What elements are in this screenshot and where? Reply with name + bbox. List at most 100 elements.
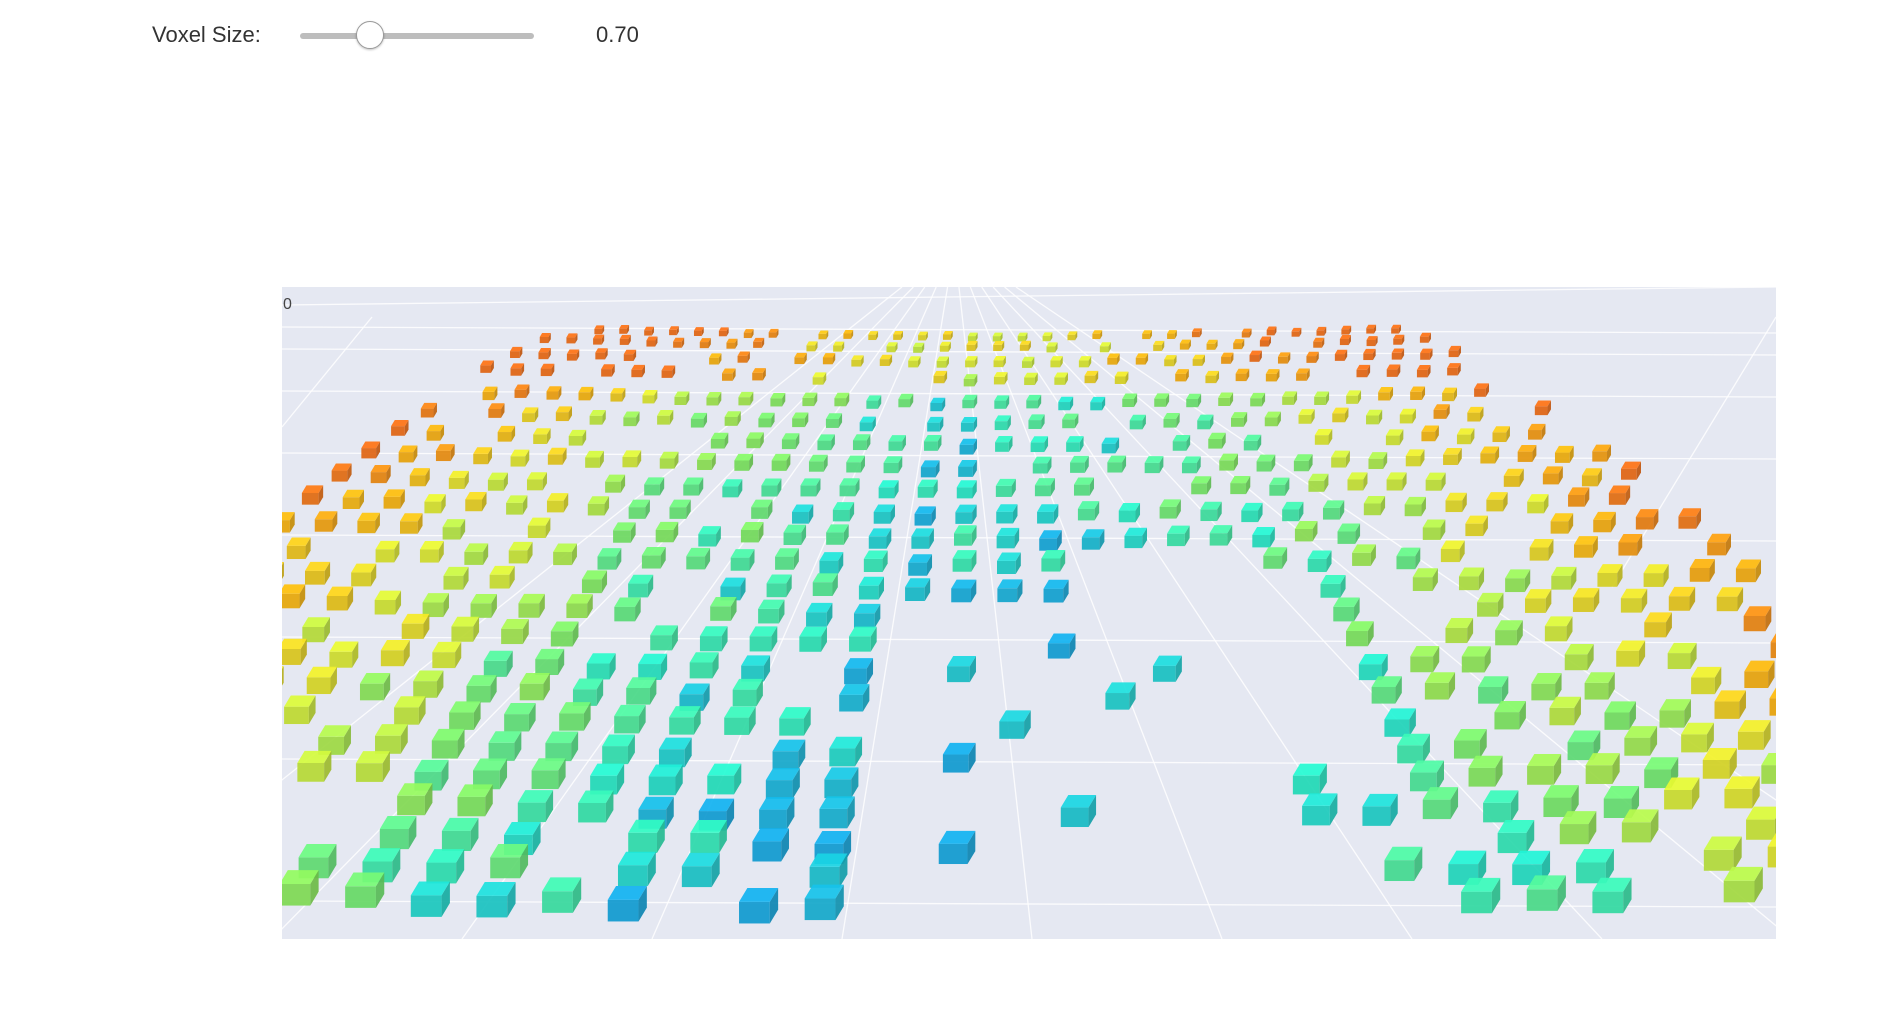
voxel-3d-scene[interactable] — [282, 287, 1776, 939]
voxel-cube — [851, 355, 864, 367]
voxel-cube — [999, 710, 1031, 739]
voxel-cube — [593, 334, 605, 345]
voxel-cube — [282, 584, 306, 609]
voxel-cube — [1404, 496, 1426, 517]
voxel-cube — [457, 784, 493, 817]
voxel-size-slider-thumb[interactable] — [356, 21, 385, 49]
voxel-cube — [1241, 328, 1252, 338]
voxel-size-value: 0.70 — [596, 22, 639, 47]
voxel-cube — [1037, 504, 1059, 524]
voxel-cube — [822, 353, 836, 365]
voxel-cube — [590, 763, 625, 795]
voxel-cube — [1458, 567, 1485, 591]
voxel-cube — [1494, 700, 1526, 730]
voxel-cube — [1062, 413, 1079, 429]
voxel-cube — [329, 641, 359, 668]
voxel-cube — [1032, 456, 1052, 474]
voxel-cube — [1197, 414, 1214, 430]
voxel-cube — [1447, 363, 1461, 376]
voxel-cube — [1644, 757, 1679, 789]
voxel-cube — [342, 489, 364, 509]
voxel-cube — [626, 677, 657, 705]
voxel-cube — [375, 724, 408, 754]
voxel-cube — [1564, 644, 1594, 671]
voxel-cube — [1233, 339, 1245, 350]
voxel-cube — [1421, 425, 1439, 442]
voxel-cube — [1209, 525, 1233, 546]
voxel-cube — [1181, 456, 1201, 474]
voxel-cube — [669, 706, 701, 735]
voxel-cube — [804, 884, 844, 921]
voxel-cube — [306, 666, 337, 695]
voxel-cube — [1019, 340, 1031, 351]
voxel-cube — [1073, 477, 1094, 496]
voxel-cube — [1164, 355, 1177, 367]
voxel-cube — [800, 478, 821, 497]
voxel-cube — [566, 333, 578, 344]
voxel-cube — [1107, 455, 1127, 473]
voxel-plot-canvas[interactable] — [282, 287, 1776, 939]
voxel-cube — [488, 731, 522, 761]
voxel-cube — [863, 550, 888, 573]
voxel-cube — [1593, 511, 1616, 533]
voxel-cube — [644, 326, 654, 336]
voxel-cube — [464, 543, 489, 565]
voxel-cube — [1362, 793, 1398, 826]
voxel-size-control: Voxel Size: 0.70 — [0, 0, 1887, 72]
voxel-cube — [519, 672, 550, 701]
voxel-cube — [1191, 476, 1212, 495]
voxel-cube — [942, 330, 953, 340]
voxel-cube — [1474, 383, 1489, 397]
voxel-cube — [1347, 472, 1368, 491]
voxel-cube — [1416, 365, 1431, 378]
voxel-cube — [849, 626, 877, 652]
voxel-cube — [1543, 785, 1579, 818]
voxel-cube — [1291, 327, 1302, 337]
voxel-cube — [740, 522, 764, 543]
voxel-cube — [539, 333, 551, 344]
voxel-size-slider-track[interactable] — [300, 33, 534, 39]
voxel-cube — [1635, 509, 1659, 530]
voxel-cube — [734, 453, 754, 471]
voxel-cube — [721, 368, 736, 381]
voxel-cube — [497, 425, 516, 442]
voxel-cube — [1703, 836, 1742, 871]
voxel-cube — [1618, 534, 1643, 556]
voxel-cube — [1445, 492, 1467, 513]
voxel-cube — [391, 419, 409, 436]
voxel-cube — [1294, 521, 1318, 542]
voxel-cube — [996, 527, 1020, 549]
voxel-cube — [504, 702, 536, 732]
voxel-cube — [1385, 429, 1404, 446]
voxel-cube — [1144, 456, 1164, 474]
voxel-cube — [658, 737, 692, 768]
voxel-cube — [355, 751, 390, 782]
voxel-cube — [936, 356, 949, 368]
voxel-cube — [1433, 404, 1450, 419]
voxel-cube — [1550, 513, 1574, 534]
voxel-cube — [586, 653, 616, 680]
voxel-cube — [1154, 393, 1170, 407]
voxel-cube — [967, 332, 978, 342]
voxel-cube — [689, 652, 719, 679]
voxel-cube — [655, 521, 679, 543]
voxel-cube — [993, 341, 1005, 352]
voxel-cube — [707, 763, 742, 795]
voxel-cube — [1724, 776, 1760, 809]
voxel-cube — [351, 563, 377, 587]
voxel-cube — [622, 450, 642, 468]
voxel-cube — [1314, 428, 1333, 445]
voxel-cube — [963, 374, 978, 387]
voxel-cube — [374, 590, 402, 615]
voxel-cube — [1492, 426, 1510, 443]
voxel-cube — [1527, 494, 1549, 514]
voxel-cube — [1219, 453, 1238, 471]
voxel-cube — [1495, 620, 1523, 646]
voxel-cube — [1167, 330, 1177, 339]
voxel-cube — [994, 395, 1010, 409]
voxel-cube — [1039, 530, 1062, 551]
voxel-cube — [1409, 760, 1444, 792]
voxel-cube — [1021, 356, 1035, 368]
voxel-cube — [470, 593, 497, 618]
voxel-cube — [1346, 390, 1362, 404]
